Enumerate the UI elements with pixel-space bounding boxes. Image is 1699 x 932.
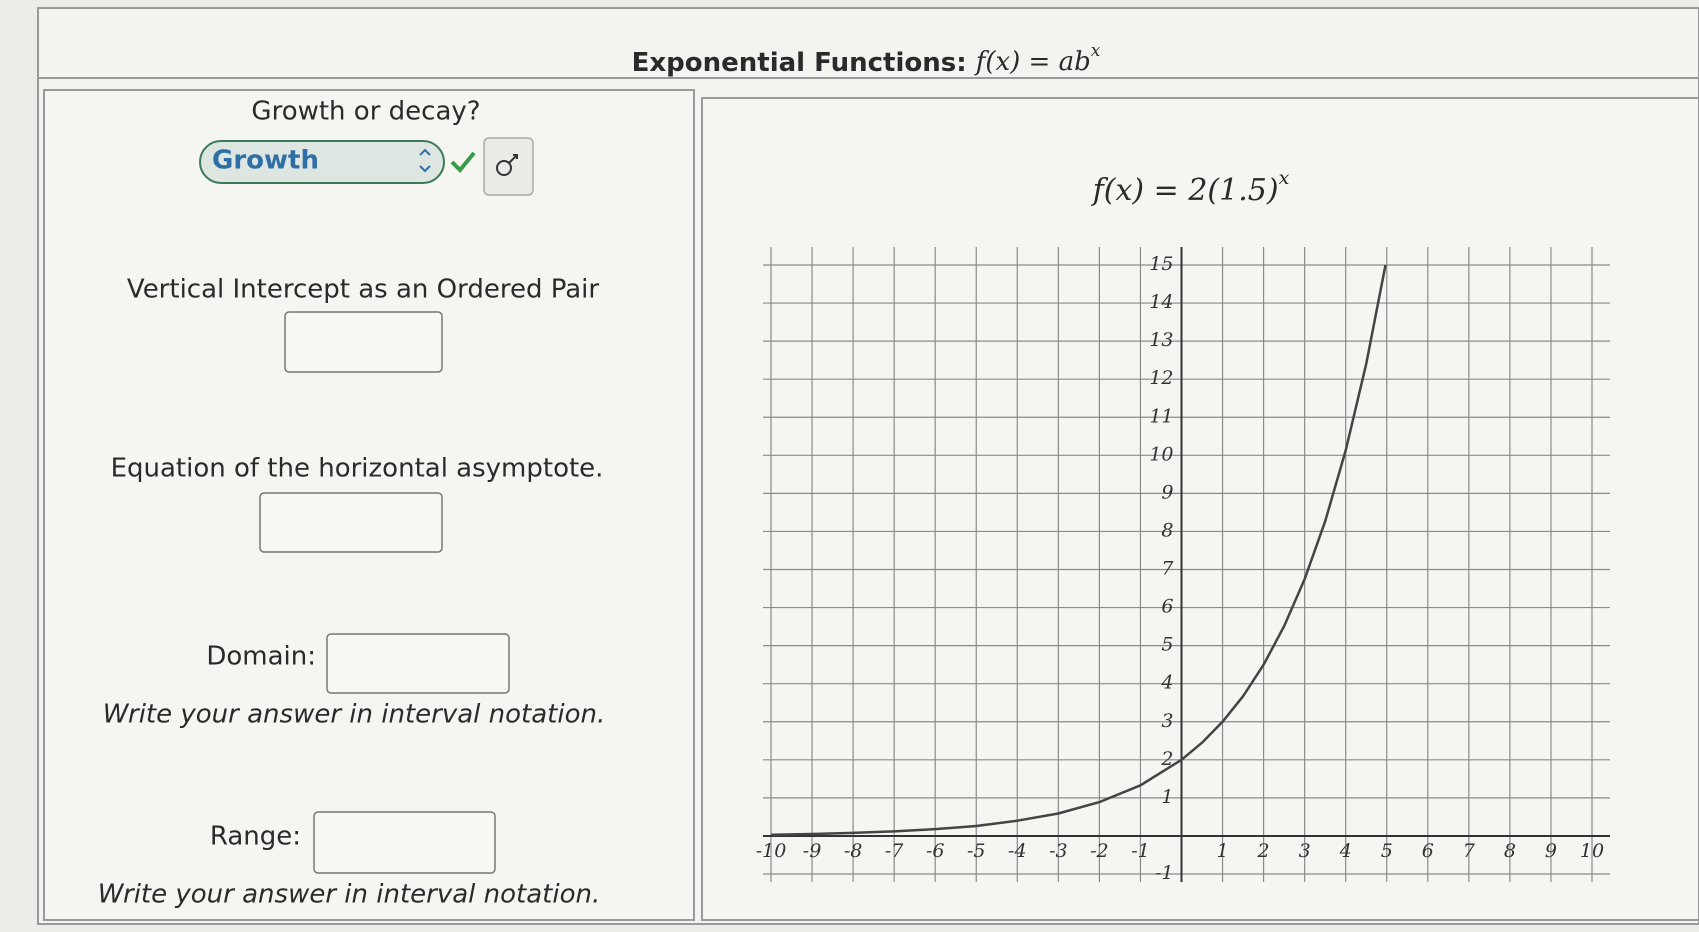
x-tick-label: -2 [1090,840,1109,862]
range-input[interactable] [313,811,496,874]
x-tick-label: -4 [1008,840,1027,862]
asymptote-label: Equation of the horizontal asymptote. [111,454,604,484]
x-tick-label: -5 [967,840,986,862]
y-tick-label: 6 [1161,596,1173,618]
y-tick-label: 15 [1149,253,1173,275]
x-tick-label: 6 [1422,840,1434,862]
select-arrows [419,148,431,173]
x-tick-label: 1 [1217,840,1229,862]
y-tick-label: 3 [1161,710,1173,732]
x-tick-label: 10 [1580,840,1604,862]
y-tick-label: 2 [1160,748,1173,770]
y-tick-label: 13 [1149,329,1173,351]
y-tick-label: 12 [1149,367,1173,389]
help-icon-arrow [508,154,518,164]
y-tick-label: 10 [1149,443,1173,465]
x-tick-label: 5 [1381,840,1393,862]
domain-input[interactable] [326,633,510,694]
range-label: Range: [210,822,301,852]
right-panel [701,97,1699,921]
y-tick-label: 8 [1161,519,1173,541]
x-tick-label: -7 [885,840,904,862]
title-text: Exponential Functions: [632,48,967,78]
correct-check [450,151,476,173]
growth-select-value: Growth [212,146,319,176]
y-tick-label: 1 [1161,786,1173,808]
y-tick-label: -1 [1155,862,1174,884]
x-tick-label: -3 [1049,840,1068,862]
range-hint: Write your answer in interval notation. [98,880,600,910]
x-tick-label: -6 [926,840,945,862]
x-tick-label: 3 [1299,840,1311,862]
x-tick-label: 9 [1545,840,1557,862]
intercept-input[interactable] [284,311,443,373]
function-curve [770,264,1387,837]
y-tick-label: 4 [1160,672,1173,694]
equation-text: f(x) = 2(1.5) [1091,173,1279,208]
y-tick-label: 5 [1161,634,1173,656]
y-tick-label: 7 [1161,558,1174,580]
x-tick-label: 8 [1504,840,1516,862]
help-button[interactable] [483,137,534,196]
x-tick-label: 4 [1339,840,1352,862]
y-tick-label: 11 [1149,405,1173,427]
asymptote-input[interactable] [259,492,443,553]
domain-label: Domain: [206,642,316,672]
y-tick-label: 9 [1161,481,1173,503]
x-tick-label: -8 [844,840,863,862]
title: Exponential Functions: f(x) = abx [632,41,1101,78]
growth-select[interactable] [199,140,445,184]
domain-hint: Write your answer in interval notation. [103,700,605,730]
title-exponent: x [1091,41,1101,61]
x-tick-label: -1 [1131,840,1150,862]
x-tick-label: 2 [1257,840,1270,862]
x-tick-label: -9 [803,840,822,862]
x-tick-label: -10 [756,840,787,862]
growth-question: Growth or decay? [251,97,480,127]
intercept-label: Vertical Intercept as an Ordered Pair [127,275,599,305]
equation-exponent: x [1279,167,1290,189]
title-formula: f(x) = ab [974,47,1091,77]
y-tick-label: 14 [1149,291,1173,313]
x-tick-label: 7 [1463,840,1476,862]
graph-equation: f(x) = 2(1.5)x [1091,167,1290,208]
graph: -10 -9 -8 -7 -6 -5 -4 -3 -2 -1 1 2 3 4 5 6 7 8 9 10-1123456… [756,247,1610,884]
help-icon [496,160,512,176]
